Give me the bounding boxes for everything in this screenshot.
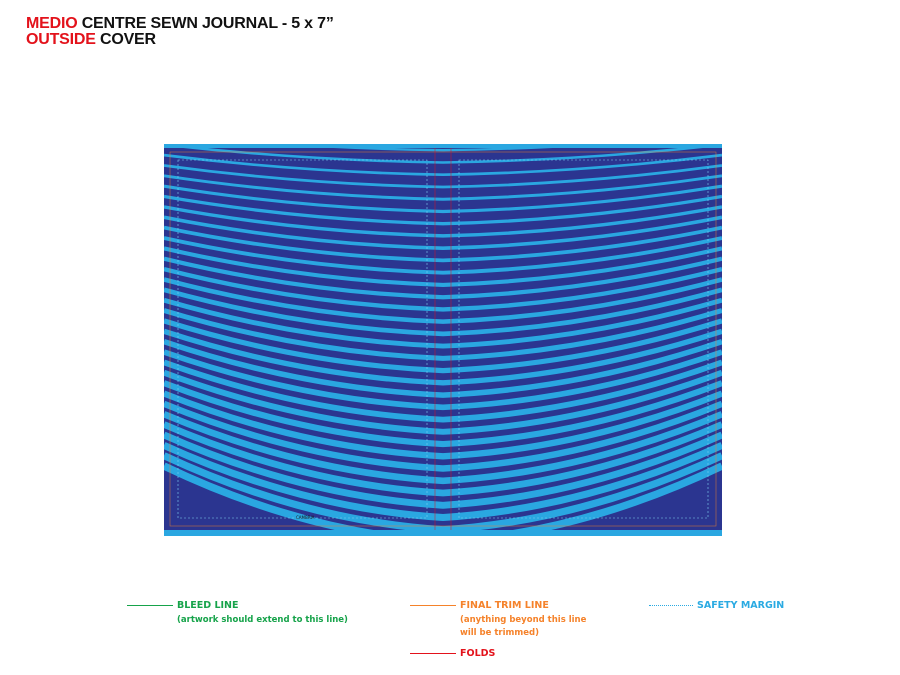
bleed-line-sample [127,605,173,606]
wave-stripe [164,246,722,287]
wave-stripe [164,153,722,177]
wave-stripe [263,144,623,152]
title-accent-medio: MEDIO [26,15,78,32]
bleed-edge-top [164,144,722,148]
trim-line-note-1: (anything beyond this line [460,615,587,625]
wave-stripe [164,452,722,534]
folds-label: FOLDS [460,648,496,659]
wave-stripe [164,236,722,275]
wave-stripe [164,349,722,411]
wave-stripe [164,308,722,361]
wave-stripes [164,144,722,536]
wave-stripe [164,184,722,214]
title-cover: COVER [99,31,156,48]
wave-stripe [164,277,722,324]
safety-margin-label: SAFETY MARGIN [697,600,785,611]
wave-stripe [164,194,722,226]
wave-stripe [164,328,722,386]
wave-stripe [164,144,722,164]
wave-stripe [164,164,722,189]
wave-stripe [164,174,722,201]
title-line-1: MEDIO CENTRE SEWN JOURNAL - 5 x 7” [26,16,334,32]
wave-stripe [164,225,722,263]
safety-margin-left [177,159,428,519]
safety-margin-sample [649,605,693,606]
wave-stripe [164,369,722,435]
wave-stripe [164,411,722,485]
wave-stripe [164,256,722,300]
wave-stripe [164,431,722,509]
title-line-2: OUTSIDE COVER [26,32,334,48]
trim-line [169,151,717,527]
wave-stripe [164,318,722,374]
wave-stripe [164,338,722,398]
cover-fine-print: CAMBRIA [296,515,315,520]
wave-stripe [164,462,722,536]
wave-stripe [164,266,722,312]
page-title: MEDIO CENTRE SEWN JOURNAL - 5 x 7” OUTSI… [26,16,334,48]
wave-stripe [164,297,722,349]
wave-stripe [164,287,722,337]
bleed-line-label: BLEED LINE [177,600,239,611]
wave-stripe [164,442,722,522]
wave-stripe [164,400,722,472]
trim-line-note-2: will be trimmed) [460,628,539,638]
wave-stripe [164,215,722,251]
trim-line-sample [410,605,456,606]
cover-svg: CAMBRIA [164,144,722,536]
cover-artwork: CAMBRIA [164,144,722,536]
wave-stripe [164,421,722,497]
wave-stripe [164,205,722,238]
wave-stripe [164,359,722,423]
folds-sample [410,653,456,654]
safety-margin-right [458,159,709,519]
wave-stripe [164,390,722,460]
bleed-line-note: (artwork should extend to this line) [177,615,348,625]
title-journal-name: CENTRE SEWN JOURNAL - 5 x 7” [81,15,334,32]
wave-stripe [164,380,722,448]
trim-line-label: FINAL TRIM LINE [460,600,549,611]
bleed-edge-bottom [164,530,722,536]
title-accent-outside: OUTSIDE [26,31,96,48]
